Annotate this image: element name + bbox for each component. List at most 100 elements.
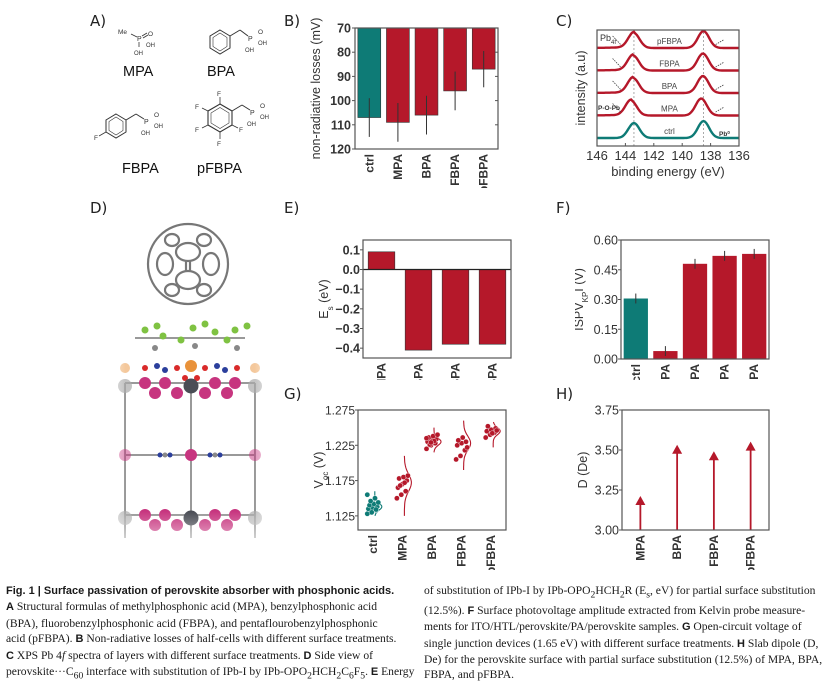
data-point [398,491,405,498]
data-point [423,446,430,452]
caption-text: interface with substitution of IPb-I by … [83,665,308,679]
mpa-label: MPA [123,64,154,80]
x-axis-label: binding energy (eV) [611,164,724,179]
data-point [367,498,374,504]
mpa-p: P [137,36,142,43]
pfbpa-o: O [260,103,265,110]
shift-arrow-icon [714,62,724,68]
caption-text: (BPA), fluorobenzylphosphonic acid (FBPA… [6,616,378,630]
data-point [368,509,375,516]
y-tick-label: 110 [331,118,351,132]
data-point [428,439,434,446]
y-tick-label: 3.00 [595,524,619,538]
x-tick-label: ctrl [366,535,380,554]
bar [712,255,737,359]
spectrum-line-FBPA [597,52,739,72]
data-point [364,491,371,498]
data-point [489,430,496,437]
y-tick-label: 120 [330,143,351,157]
x-tick-label: ctrl [362,154,376,173]
caption-sub: 2 [590,589,596,601]
spectrum-line-MPA [597,97,739,117]
shift-arrow-icon [714,39,724,46]
y-tick-label: −0.4 [335,342,360,356]
bar [742,253,767,359]
x-tick-label: BPA [420,154,434,179]
caption-text: of substitution of IPb-I by IPb-OPO [424,584,591,597]
y-axis-label: D (De) [576,452,590,489]
caption-text: Non-radiative losses of half-cells with … [83,632,397,646]
data-point [372,495,378,502]
caption-key-e: E [370,666,379,679]
caption-text: single junction devices (1.65 eV) with d… [424,636,738,650]
pfbpa-f: F [217,91,221,98]
fbpa-structure: F P O OH OH [94,112,163,142]
panel-label-c: C) [556,12,573,30]
bar [441,269,470,345]
caption-sub: 2 [336,670,342,682]
bar [404,269,433,351]
y-tick-label: 0.30 [594,293,618,307]
series-label: MPA [661,105,678,114]
panel-label-d: D) [90,199,108,217]
pfbpa-label: pFBPA [197,161,242,177]
bar [623,298,648,359]
caption-text: acid (pFBPA). [6,632,76,646]
shift-arrow-icon [714,107,724,113]
arrow-head-icon [708,451,719,461]
caption-key-h: H [737,637,745,650]
data-point [459,434,466,441]
fbpa-oh1: OH [154,124,163,130]
x-tick-label: BPA [688,364,702,380]
fbpa-label: FBPA [122,161,159,177]
y-tick-label: 1.225 [325,439,355,453]
pb4f-label: Pb4f [600,33,616,46]
y-tick-label: −0.1 [335,283,360,297]
x-tick-label: 136 [728,148,750,163]
mpa-structure: Me P O OH OH [118,29,155,57]
pfbpa-oh1: OH [260,115,269,121]
caption-key-f: F [467,604,475,617]
pfbpa-structure: F F F F F P O OH OH [195,91,269,148]
pfbpa-f3: F [195,127,199,134]
data-point [434,431,441,438]
pfbpa-oh2: OH [247,122,256,128]
bpa-oh2: OH [245,48,254,54]
caption-text: . [365,665,371,679]
x-tick-label: BPA [412,363,426,380]
x-tick-label: pFBPA [477,154,491,188]
caption-text: Surface photovoltage amplitude extracted… [474,603,806,617]
bpa-o: O [258,29,263,36]
panel-label-f: F) [556,199,571,217]
caption-text: De) for the perovskite surface with part… [424,652,823,666]
y-tick-label: 0.45 [594,263,618,277]
mpa-o: O [148,31,153,38]
caption-left: Fig. 1 | Surface passivation of perovski… [6,583,414,684]
y-tick-label: 90 [337,70,351,84]
chart-f: 0.00 0.15 0.30 0.45 0.60 ISPVKPI (V) ctrl MPA BP… [575,234,770,380]
series-label: pFBPA [657,37,682,46]
pb0-label: Pb0 [719,130,730,139]
pfbpa-f2: F [195,104,199,111]
data-point [493,427,500,434]
x-tick-label: 138 [700,148,722,163]
fbpa-f: F [94,135,98,142]
bar [367,251,396,270]
y-axis-label: Voc (V) [312,452,330,489]
chart-b: 70 80 90 100 110 120 non-radiative losses (mV)… [309,18,499,188]
pfbpa-f5: F [239,127,243,134]
caption-text: Structural formulas of methylphosphonic … [13,600,378,614]
x-tick-label: pFBPA [747,364,761,380]
mpa-oh2: OH [134,51,143,57]
p-o-pb-label: P-O-Pb [598,105,620,112]
panel-label-e: E) [284,199,300,217]
data-point [423,435,430,442]
bpa-p: P [248,36,253,43]
plot-frame [596,29,740,147]
mpa-me: Me [118,29,127,36]
caption-text: F [353,665,361,679]
caption-text: perovskite···C [6,665,74,679]
mpa-oh1: OH [146,43,155,49]
caption-text: Side view of [311,648,373,662]
x-tick-label: 144 [615,148,637,163]
